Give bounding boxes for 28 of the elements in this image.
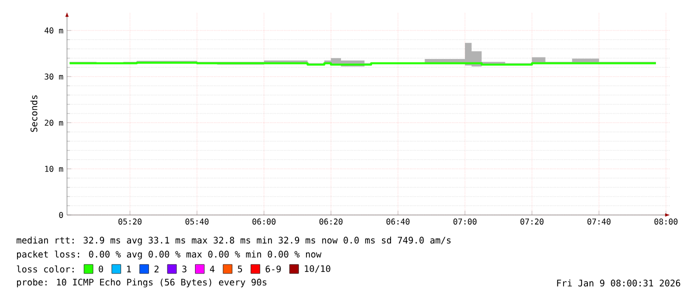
legend-label: 0 (98, 266, 104, 272)
y-tick-label: 30 m (44, 74, 64, 80)
x-tick-label: 05:40 (185, 218, 209, 225)
x-tick-label: 07:00 (453, 218, 476, 225)
text: median rtt: 32.9 ms avg 33.1 ms max 32.8 ms min 32.9 ms now 0.0 ms sd 749.0 am/s (16, 236, 451, 246)
legend-label: 5 (238, 266, 242, 272)
text: probe: 10 ICMP Echo Pings (56 Bytes) every 90s (17, 278, 266, 288)
x-tick-label: 08:00 (654, 218, 678, 225)
legend-label: 4 (210, 266, 214, 272)
legend-label: 6-9 (266, 266, 281, 272)
x-tick-label: 05:20 (118, 218, 142, 225)
legend-label: 10/10 (304, 265, 330, 273)
text: Fri Jan 9 08:00:31 2026 (557, 280, 680, 286)
y-tick-label: 40 m (44, 27, 64, 34)
x-tick-label: 06:40 (386, 218, 410, 225)
x-tick-label: 07:40 (587, 218, 610, 225)
y-tick-label: 20 m (44, 120, 64, 126)
y-axis-title: Seconds (30, 95, 38, 132)
y-tick-label: 0 (59, 212, 63, 218)
x-tick-label: 06:20 (319, 218, 342, 225)
x-tick-label: 07:20 (520, 218, 544, 225)
legend-label: 3 (182, 266, 186, 272)
legend-title: loss color: (16, 265, 74, 272)
text: packet loss: 0.00 % avg 0.00 % max 0.00 % min 0.00 % now (17, 250, 322, 260)
x-tick-label: 06:00 (252, 218, 276, 225)
legend-label: 1 (127, 266, 131, 272)
y-tick-label: 10 m (45, 166, 64, 172)
legend-label: 2 (154, 266, 159, 272)
